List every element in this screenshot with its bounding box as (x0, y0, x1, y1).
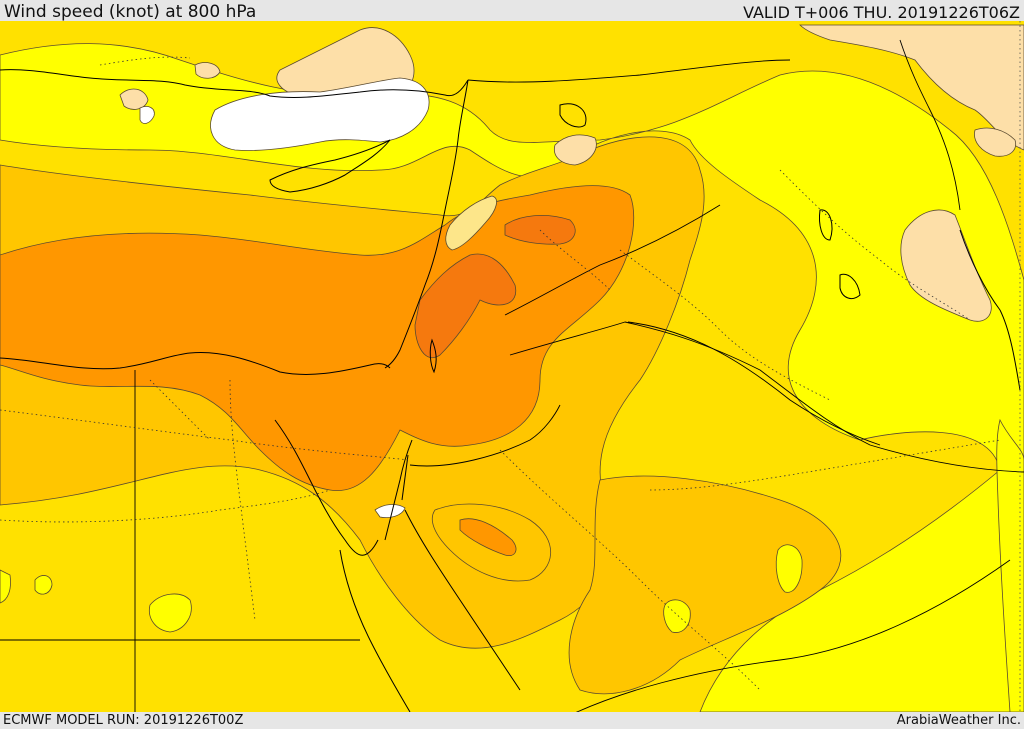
border-iraq-iran (899, 39, 961, 211)
admin-line-6 (649, 439, 1001, 491)
gale-wind-zone-east (504, 215, 576, 245)
wind-speed-map[interactable] (0, 21, 1024, 712)
map-footer: ECMWF MODEL RUN: 20191226T00Z ArabiaWeat… (0, 712, 1024, 729)
gale-wind-zone (414, 253, 517, 358)
border-iraq-saudi (627, 321, 881, 446)
admin-line-10 (99, 56, 191, 66)
strong-patch-hejaz (459, 518, 517, 557)
admin-line-2 (0, 489, 331, 523)
low-wind-zone-east (996, 418, 1024, 712)
low-spot-west (34, 575, 53, 595)
coastline-sinai-west (274, 419, 379, 556)
admin-line-1 (0, 409, 411, 461)
border-saudi-yemen (576, 559, 1011, 712)
low-spot-arabia-1 (775, 544, 803, 593)
low-wind-zone-north (0, 43, 1024, 712)
national-borders (0, 39, 1024, 712)
light-wind-zone-iran (900, 209, 992, 322)
low-spot-arabia-2 (663, 599, 691, 633)
credit-label: ArabiaWeather Inc. (896, 713, 1021, 728)
calm-zone-aqaba (374, 504, 406, 518)
model-run-label: ECMWF MODEL RUN: 20191226T00Z (3, 713, 244, 728)
coastline-levant (384, 79, 469, 369)
coastline-turkey (0, 69, 469, 98)
light-wind-zone-small-2 (194, 62, 221, 79)
map-title: Wind speed (knot) at 800 hPa (4, 2, 257, 22)
admin-line-9 (539, 229, 611, 291)
coastline-cyprus (269, 139, 391, 193)
coastline-dead-sea (429, 338, 437, 374)
coastline-red-sea-east (404, 509, 521, 691)
fresh-patch-arabia (568, 475, 842, 695)
border-turkey-syria (467, 59, 791, 83)
lee-calm-band (445, 195, 497, 251)
border-jordan-saudi (509, 321, 1024, 473)
coastlines (0, 69, 1021, 712)
light-wind-zone-small-1 (119, 88, 149, 110)
coastline-lake-habbaniyah (839, 273, 861, 299)
calm-zone-small (139, 106, 155, 124)
coastline-gulf-of-aqaba (401, 454, 409, 501)
border-saudi-jordan-south (409, 404, 561, 467)
border-syria-iraq (504, 204, 721, 316)
admin-line-5 (779, 169, 971, 321)
admin-line-7 (229, 379, 256, 621)
map-header: Wind speed (knot) at 800 hPa VALID T+006… (0, 0, 1024, 22)
coastline-egypt (0, 351, 391, 375)
low-spot-far-west (0, 569, 11, 604)
coastline-lake-van (559, 103, 587, 128)
valid-time: VALID T+006 THU. 20191226T06Z (743, 3, 1020, 22)
coastline-red-sea-west (339, 549, 411, 712)
low-spot-egypt (148, 593, 192, 633)
admin-boundaries (0, 56, 1001, 691)
calm-zone-cyprus-north (210, 77, 430, 151)
coastline-lake-tharthar (819, 209, 833, 241)
wind-speed-map-svg (0, 21, 1024, 712)
coastline-gulf (959, 229, 1021, 391)
coastline-sinai-east (384, 439, 413, 541)
light-wind-zone-syria (553, 134, 597, 166)
light-wind-zone-gulf (974, 127, 1017, 157)
